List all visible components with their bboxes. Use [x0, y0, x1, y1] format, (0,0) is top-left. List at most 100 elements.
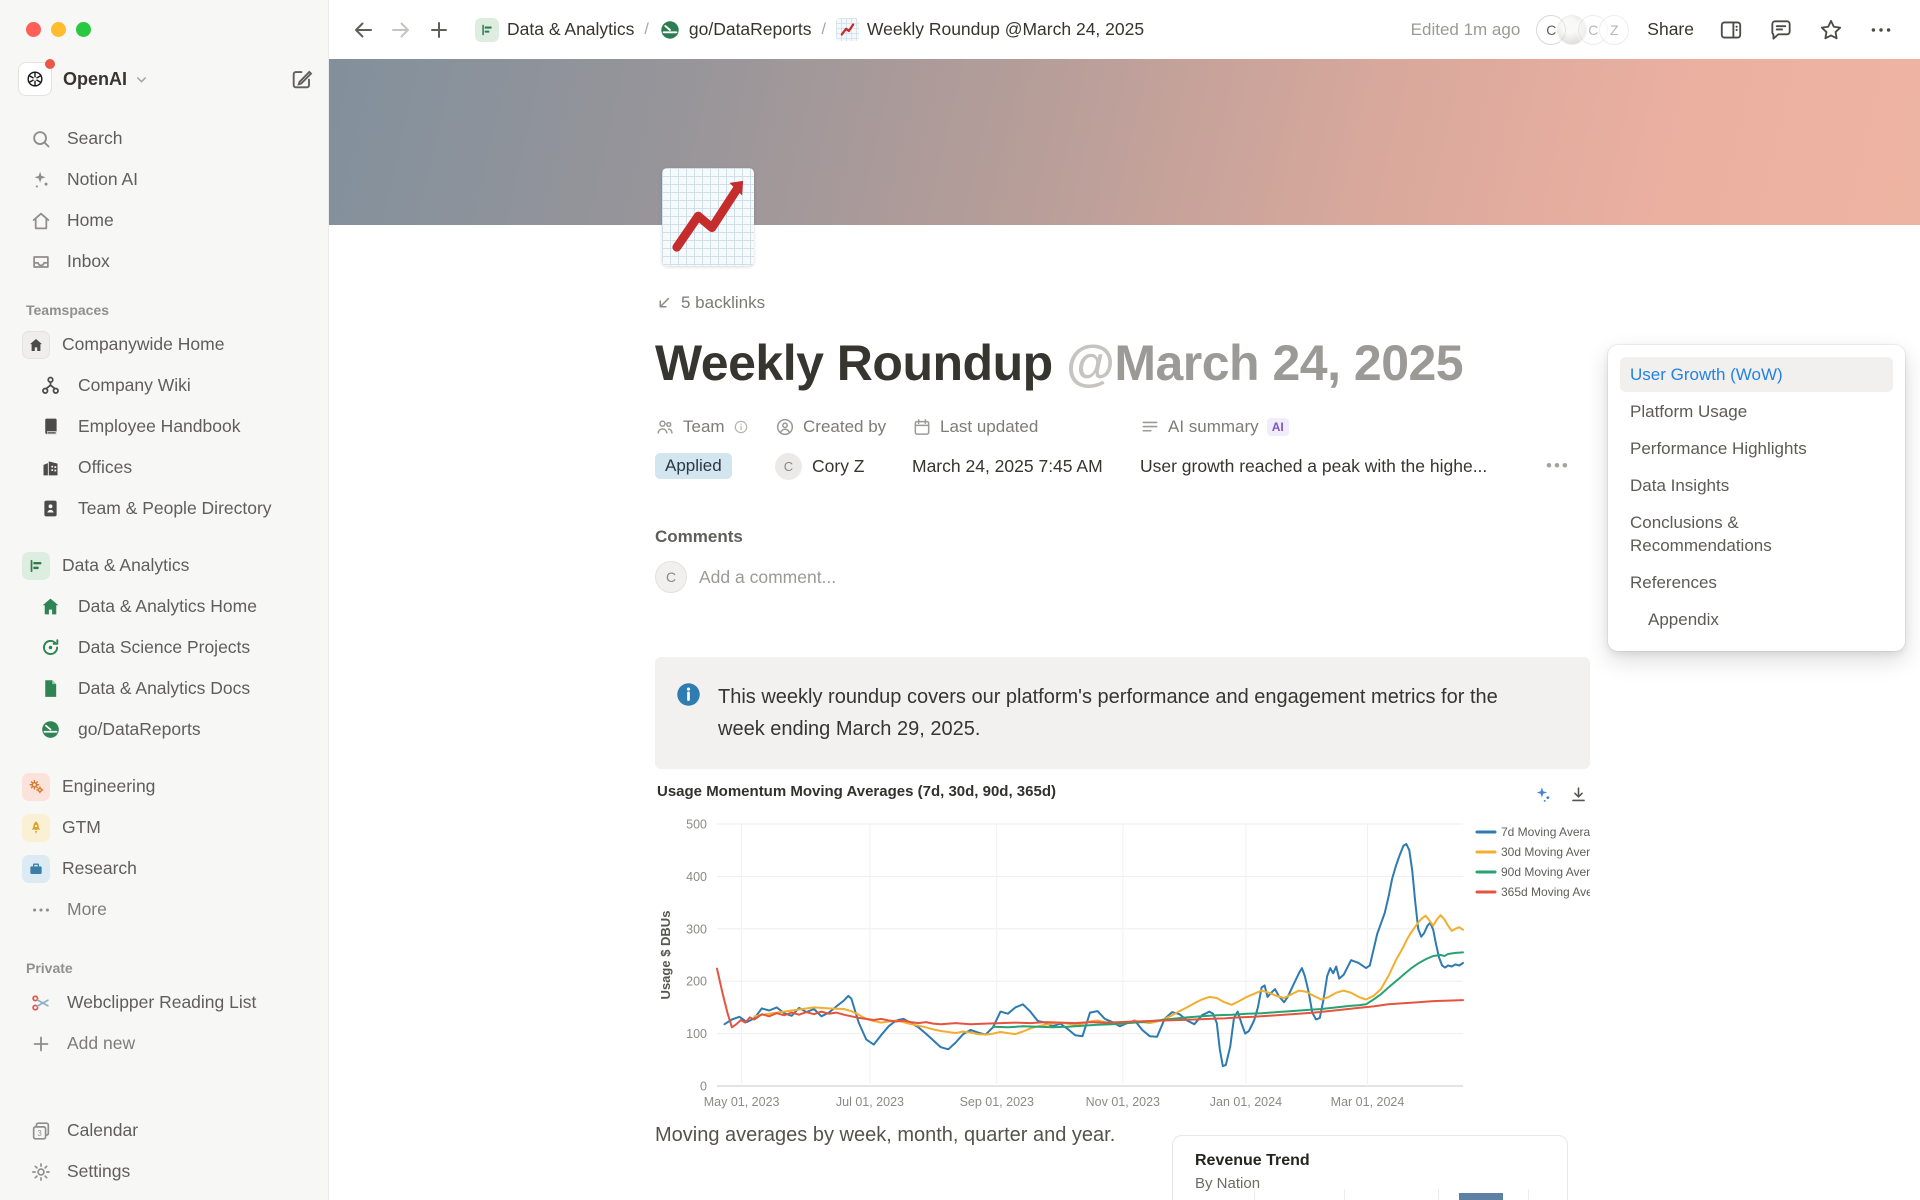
- toc-item-platform-usage[interactable]: Platform Usage: [1630, 402, 1748, 421]
- svg-text:200: 200: [686, 975, 707, 989]
- sidebar-item-label: Settings: [67, 1161, 131, 1181]
- page-title[interactable]: Weekly Roundup @March 24, 2025: [655, 335, 1590, 391]
- sidebar-item-label: Data & Analytics Home: [78, 596, 257, 616]
- home-icon: [28, 208, 53, 233]
- properties-more-button[interactable]: •••: [1546, 449, 1590, 483]
- page-icon-chart-emoji[interactable]: [662, 168, 754, 266]
- sidebar-item-data-science-projects[interactable]: Data Science Projects: [0, 627, 328, 668]
- usage-chart-block[interactable]: Usage Momentum Moving Averages (7d, 30d,…: [655, 783, 1590, 1120]
- ellipsis-icon: [28, 897, 53, 922]
- property-last-updated-value[interactable]: March 24, 2025 7:45 AM: [912, 455, 1103, 476]
- breadcrumb-current-page[interactable]: Weekly Roundup @March 24, 2025: [835, 18, 1144, 41]
- ellipsis-icon: •••: [1546, 456, 1570, 475]
- sidebar-item-label: Data & Analytics Docs: [78, 678, 251, 698]
- zoom-window-button[interactable]: [76, 22, 91, 37]
- toc-item-appendix[interactable]: Appendix: [1648, 610, 1719, 629]
- sidebar-item-label: GTM: [62, 817, 101, 837]
- sidebar-item-companywide-home[interactable]: Companywide Home: [0, 324, 328, 365]
- page-properties: Team Created by: [655, 417, 1590, 483]
- toc-item-conclusions[interactable]: Conclusions & Recommendations: [1630, 513, 1772, 555]
- breadcrumb-data-analytics[interactable]: Data & Analytics: [475, 17, 635, 42]
- viewer-avatars[interactable]: C C Z: [1536, 14, 1630, 45]
- scissors-icon: [28, 990, 53, 1015]
- new-page-button[interactable]: [289, 67, 314, 92]
- revenue-trend-card[interactable]: Revenue Trend By Nation: [1172, 1135, 1568, 1200]
- sidebar-item-label: Offices: [78, 457, 133, 477]
- sidebar-item-inbox[interactable]: Inbox: [0, 241, 328, 282]
- breadcrumb-go-datareports[interactable]: go/DataReports: [659, 19, 811, 41]
- svg-text:0: 0: [700, 1080, 707, 1094]
- sidebar-item-more[interactable]: More: [0, 889, 328, 930]
- gear-icon: [28, 1159, 53, 1184]
- property-ai-summary-label[interactable]: AI summary AI: [1140, 417, 1546, 437]
- toc-item-performance-highlights[interactable]: Performance Highlights: [1630, 439, 1807, 458]
- bar-chart-icon: [22, 551, 50, 580]
- backlinks-button[interactable]: 5 backlinks: [655, 225, 1590, 313]
- sidebar-item-data-analytics[interactable]: Data & Analytics: [0, 545, 328, 586]
- sidebar-item-calendar[interactable]: 3 Calendar: [0, 1110, 328, 1151]
- sidebar-item-label: Home: [67, 210, 114, 230]
- back-button[interactable]: [351, 18, 375, 42]
- ai-sparkle-icon[interactable]: [1534, 785, 1553, 804]
- sidebar-item-engineering[interactable]: Engineering: [0, 766, 328, 807]
- gauge-icon: [659, 19, 681, 41]
- sidebar-item-add-new[interactable]: Add new: [0, 1023, 328, 1064]
- avatar: C: [655, 561, 687, 593]
- svg-text:May 01, 2023: May 01, 2023: [704, 1095, 780, 1109]
- svg-text:Jul 01, 2023: Jul 01, 2023: [836, 1095, 904, 1109]
- toc-item-data-insights[interactable]: Data Insights: [1630, 476, 1730, 495]
- sidebar-item-data-analytics-docs[interactable]: Data & Analytics Docs: [0, 668, 328, 709]
- sidebar-item-label: More: [67, 899, 107, 919]
- property-team-label[interactable]: Team: [655, 417, 775, 437]
- people-icon: [655, 417, 675, 437]
- sidebar-item-label: Companywide Home: [62, 334, 225, 354]
- workspace-switcher[interactable]: OpenAI: [18, 58, 314, 100]
- sidebar-item-notion-ai[interactable]: Notion AI: [0, 159, 328, 200]
- property-ai-summary-value[interactable]: User growth reached a peak with the high…: [1140, 455, 1488, 476]
- sidebar-item-label: Data Science Projects: [78, 637, 251, 657]
- favorite-star-button[interactable]: [1818, 17, 1844, 43]
- new-tab-button[interactable]: [427, 18, 451, 42]
- sidebar-item-go-datareports[interactable]: go/DataReports: [0, 709, 328, 750]
- team-tag: Applied: [655, 453, 732, 479]
- text-lines-icon: [1140, 417, 1160, 437]
- cycle-icon: [38, 635, 63, 660]
- sidebar-item-webclipper[interactable]: Webclipper Reading List: [0, 982, 328, 1023]
- sidebar-item-settings[interactable]: Settings: [0, 1151, 328, 1192]
- svg-text:100: 100: [686, 1027, 707, 1041]
- toc-item-user-growth[interactable]: User Growth (WoW): [1620, 357, 1893, 392]
- info-callout[interactable]: This weekly roundup covers our platform'…: [655, 657, 1590, 769]
- more-options-button[interactable]: [1868, 17, 1894, 43]
- comments-button[interactable]: [1768, 17, 1794, 43]
- forward-button[interactable]: [389, 18, 413, 42]
- home-icon: [38, 594, 63, 619]
- sidebar-item-company-wiki[interactable]: Company Wiki: [0, 365, 328, 406]
- sidebar-item-team-people-directory[interactable]: Team & People Directory: [0, 488, 328, 529]
- sidebar-item-data-analytics-home[interactable]: Data & Analytics Home: [0, 586, 328, 627]
- toggle-right-panel-button[interactable]: [1718, 17, 1744, 43]
- add-comment-row[interactable]: C Add a comment...: [655, 561, 1590, 593]
- property-created-by-label[interactable]: Created by: [775, 417, 912, 437]
- page-cover-image[interactable]: [329, 59, 1920, 225]
- property-created-by-value[interactable]: C Cory Z: [775, 449, 912, 483]
- page-title-date: March 24, 2025: [1114, 335, 1464, 391]
- download-icon[interactable]: [1569, 785, 1588, 804]
- share-button[interactable]: Share: [1647, 19, 1694, 39]
- section-heading-user-growth[interactable]: User Growth (WoW): [655, 1195, 1590, 1200]
- close-window-button[interactable]: [26, 22, 41, 37]
- sidebar-item-home[interactable]: Home: [0, 200, 328, 241]
- document-icon: [38, 676, 63, 701]
- minimize-window-button[interactable]: [51, 22, 66, 37]
- sidebar-item-gtm[interactable]: GTM: [0, 807, 328, 848]
- edited-timestamp: Edited 1m ago: [1410, 19, 1521, 39]
- sidebar-item-search[interactable]: Search: [0, 118, 328, 159]
- property-last-updated-label[interactable]: Last updated: [912, 417, 1140, 437]
- bar-chart-icon: [475, 17, 499, 42]
- property-team-value[interactable]: Applied: [655, 449, 775, 483]
- sidebar-item-employee-handbook[interactable]: Employee Handbook: [0, 406, 328, 447]
- arrow-down-left-icon: [655, 294, 673, 312]
- toc-item-references[interactable]: References: [1630, 573, 1717, 592]
- sidebar-item-research[interactable]: Research: [0, 848, 328, 889]
- sidebar-item-offices[interactable]: Offices: [0, 447, 328, 488]
- breadcrumb-label: Data & Analytics: [507, 19, 635, 39]
